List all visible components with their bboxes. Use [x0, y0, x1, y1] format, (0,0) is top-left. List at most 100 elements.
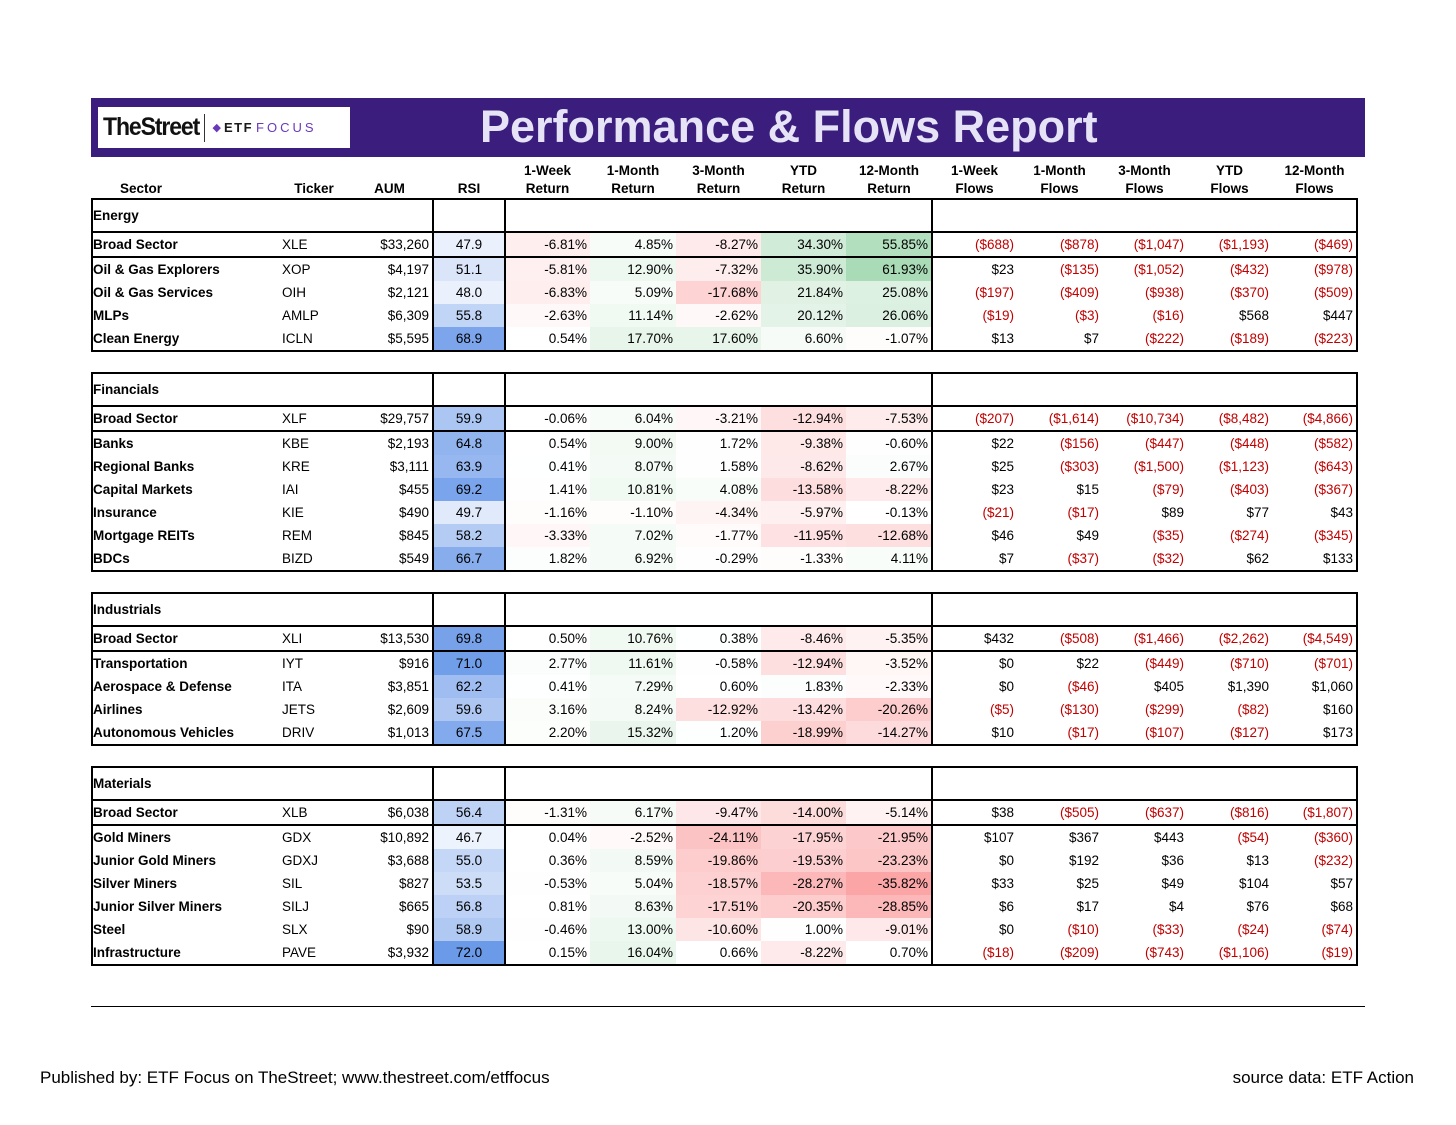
- cell-r1m: 9.00%: [590, 431, 676, 455]
- cell-f1m: $7: [1017, 327, 1102, 352]
- cell-f1m: $25: [1076, 876, 1099, 891]
- cell-r1m: 5.04%: [590, 872, 676, 895]
- cell-sector: Regional Banks: [91, 455, 282, 478]
- cell-f1w: $23: [931, 478, 1017, 501]
- cell-rsi: 59.9: [432, 405, 506, 432]
- section-header-cell: [931, 766, 1358, 801]
- column-header-line1: 1-Week: [950, 163, 999, 178]
- column-header-line2: Flows: [1295, 181, 1334, 196]
- cell-r1w: 1.82%: [504, 547, 590, 572]
- cell-f12m: ($701): [1272, 651, 1358, 675]
- cell-f1m: ($135): [1059, 262, 1099, 277]
- cell-r1m: 7.02%: [590, 524, 676, 547]
- table-row: Banks KBE $2,193 64.8 0.54% 9.00% 1.72% -9.38% -…: [91, 431, 1358, 455]
- column-header: 3-Month Return: [676, 158, 761, 199]
- table-row: Gold Miners GDX $10,892 46.7 0.04% -2.52% -24.…: [91, 825, 1358, 849]
- logo: TheStreet ◆ ETF FOCUS: [98, 107, 350, 148]
- cell-rytd: -13.42%: [761, 698, 846, 721]
- cell-f12m: ($4,866): [1272, 405, 1358, 432]
- section-header-materials: Materials: [91, 766, 1358, 801]
- cell-r12m: -7.53%: [846, 405, 933, 432]
- cell-rsi: 53.5: [432, 872, 506, 895]
- cell-rytd: -13.58%: [761, 478, 846, 501]
- cell-sector: Oil & Gas Services: [91, 281, 282, 304]
- section-header-cell: [931, 198, 1358, 233]
- table-row: Silver Miners SIL $827 53.5 -0.53% 5.04% -18.5…: [91, 872, 1358, 895]
- cell-f1w: ($197): [931, 281, 1017, 304]
- cell-sector: Steel: [91, 918, 282, 941]
- cell-rsi: 56.4: [432, 799, 506, 826]
- cell-rytd: 1.83%: [761, 675, 846, 698]
- table-row: Broad Sector XLB $6,038 56.4 -1.31% 6.17% -9.4…: [91, 799, 1358, 826]
- cell-r12m: 55.85%: [846, 231, 933, 258]
- cell-f1w: $0: [931, 675, 1017, 698]
- cell-r1m: 13.00%: [590, 918, 676, 941]
- column-header-line2: Flows: [1125, 181, 1164, 196]
- cell-r1w: 0.54%: [504, 327, 590, 352]
- column-header-line1: 1-Month: [606, 163, 660, 178]
- cell-rytd: -28.27%: [761, 872, 846, 895]
- cell-rsi: 69.2: [432, 478, 506, 501]
- cell-r3m: -7.32%: [676, 257, 761, 281]
- table-row: Broad Sector XLI $13,530 69.8 0.50% 10.76% 0.3…: [91, 625, 1358, 652]
- cell-r3m: -0.29%: [676, 547, 761, 572]
- cell-f12m: ($469): [1272, 231, 1358, 258]
- cell-ticker: GDXJ: [282, 853, 319, 868]
- cell-fytd: ($2,262): [1187, 625, 1272, 652]
- cell-r3m: -24.11%: [676, 825, 761, 849]
- cell-rytd: -1.33%: [761, 547, 846, 572]
- cell-f1m: ($130): [1059, 702, 1099, 717]
- cell-r1m: 11.61%: [590, 651, 676, 675]
- cell-r3m: -2.62%: [676, 304, 761, 327]
- table-row: Mortgage REITs REM $845 58.2 -3.33% 7.02% -1.7…: [91, 524, 1358, 547]
- cell-r1w: -1.16%: [504, 501, 590, 524]
- table-row: MLPs AMLP $6,309 55.8 -2.63% 11.14% -2.62% 20.1…: [91, 304, 1358, 327]
- cell-f3m: ($222): [1102, 327, 1187, 352]
- table-row: Transportation IYT $916 71.0 2.77% 11.61% -0.5…: [91, 651, 1358, 675]
- cell-rytd: -12.94%: [761, 405, 846, 432]
- cell-f1m: ($209): [1017, 941, 1102, 966]
- cell-ticker: PAVE: [282, 941, 346, 966]
- column-header-line1: YTD: [1216, 163, 1243, 178]
- cell-r12m: -3.52%: [846, 651, 933, 675]
- cell-f12m: $447: [1272, 304, 1358, 327]
- cell-r12m: 4.11%: [846, 547, 933, 572]
- cell-r3m: 17.60%: [676, 327, 761, 352]
- table-row: Oil & Gas Explorers XOP $4,197 51.1 -5.81% 12…: [91, 257, 1358, 281]
- cell-sector: Broad Sector: [91, 625, 282, 652]
- cell-f1m: ($17): [1067, 505, 1099, 520]
- section-header-industrials: Industrials: [91, 592, 1358, 627]
- cell-aum: $916: [346, 651, 434, 675]
- cell-f1w: $7: [931, 547, 1017, 572]
- cell-f3m: $49: [1161, 876, 1184, 891]
- cell-rytd: -18.99%: [761, 721, 846, 746]
- header-row: Sector Ticker AUM RSI 1-Week Return 1-Month Ret…: [92, 158, 1357, 199]
- cell-f3m: ($107): [1102, 721, 1187, 746]
- cell-fytd: $76: [1246, 899, 1269, 914]
- cell-f1m: $15: [1076, 482, 1099, 497]
- cell-ticker: ITA: [282, 679, 302, 694]
- section-header-energy: Energy: [91, 198, 1358, 233]
- cell-rytd: 20.12%: [761, 304, 846, 327]
- section-header-cell: [432, 766, 505, 801]
- cell-r1w: -5.81%: [504, 257, 590, 281]
- cell-fytd: ($710): [1229, 656, 1269, 671]
- cell-aum: $6,038: [346, 799, 434, 826]
- column-header: 12-Month Flows: [1272, 158, 1357, 199]
- section-spacer: [92, 745, 1357, 767]
- cell-f12m: $160: [1272, 698, 1358, 721]
- column-header-line2: Flows: [1040, 181, 1079, 196]
- cell-ticker: SLX: [282, 922, 308, 937]
- cell-r3m: 0.60%: [676, 675, 761, 698]
- table-row: Insurance KIE $490 49.7 -1.16% -1.10% -4.34% -5…: [91, 501, 1358, 524]
- cell-f1m: ($508): [1017, 625, 1102, 652]
- cell-aum: $490: [346, 501, 434, 524]
- cell-aum: $13,530: [346, 625, 434, 652]
- cell-sector: Autonomous Vehicles: [91, 721, 282, 746]
- cell-f12m: $68: [1272, 895, 1358, 918]
- cell-sector: Banks: [91, 431, 282, 455]
- cell-aum: $665: [346, 895, 434, 918]
- column-header-line2: Sector: [120, 181, 163, 196]
- cell-rsi: 63.9: [432, 455, 506, 478]
- cell-fytd: ($816): [1187, 799, 1272, 826]
